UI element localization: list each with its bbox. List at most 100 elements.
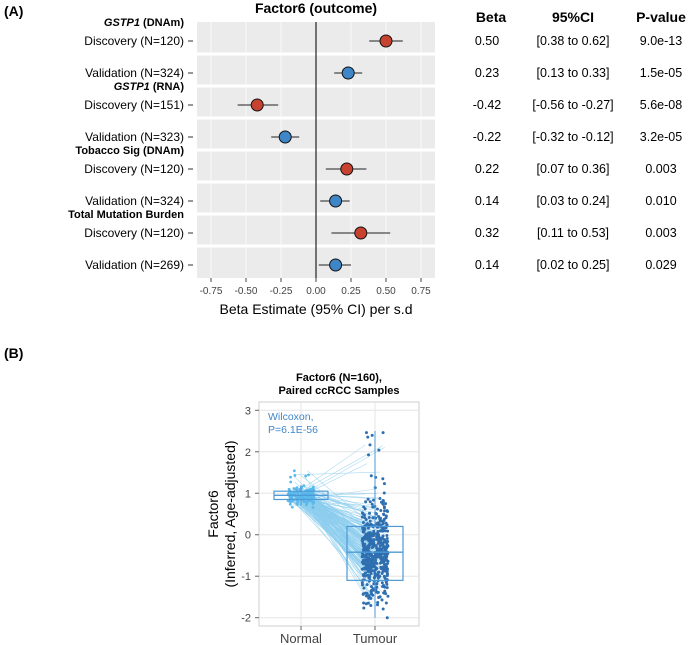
- tumour-point: [380, 598, 384, 602]
- ci-value: [-0.32 to -0.12]: [532, 130, 613, 144]
- beta-point: [341, 66, 355, 80]
- forest-x-tick-label: 0.50: [376, 286, 396, 297]
- tumour-point: [375, 582, 379, 586]
- tumour-point: [378, 497, 382, 501]
- tumour-point: [382, 518, 386, 522]
- panel-a-label: (A): [4, 3, 23, 19]
- tumour-point: [366, 435, 370, 439]
- pair-line: [305, 447, 385, 493]
- tumour-point: [385, 509, 389, 513]
- row-label: Validation (N=324): [85, 194, 184, 208]
- tumour-point: [372, 541, 376, 545]
- forest-x-axis: -0.75 -0.50 -0.25 0.00 0.25 0.50 0.75: [200, 278, 431, 297]
- normal-point: [304, 474, 308, 478]
- boxplot-x-axis: Normal Tumour: [280, 626, 398, 645]
- tumour-point: [376, 576, 380, 580]
- tumour-point: [367, 515, 371, 519]
- forest-x-tick-label: 0.25: [341, 286, 361, 297]
- tumour-point: [378, 523, 382, 527]
- tumour-point: [360, 554, 364, 558]
- normal-point: [293, 491, 297, 495]
- tumour-point: [384, 514, 388, 518]
- normal-point: [312, 488, 316, 491]
- tumour-point: [376, 552, 380, 556]
- tumour-point: [383, 554, 387, 558]
- normal-point: [311, 485, 315, 489]
- tumour-point: [376, 590, 380, 594]
- tumour-point: [372, 554, 376, 558]
- pair-line: [292, 495, 375, 566]
- tumour-point: [360, 515, 364, 519]
- normal-point: [295, 502, 299, 505]
- tumour-point: [368, 500, 372, 504]
- beta-value: 0.23: [475, 66, 499, 80]
- tumour-point: [381, 565, 385, 569]
- row-label: Validation (N=269): [85, 258, 184, 272]
- tumour-point: [369, 572, 373, 576]
- tumour-point: [384, 580, 388, 584]
- forest-x-tick-label: -0.75: [200, 286, 223, 297]
- tumour-point: [372, 498, 376, 502]
- tumour-point: [381, 534, 385, 538]
- tumour-point: [371, 505, 375, 509]
- tumour-point: [373, 571, 377, 575]
- tumour-point: [367, 568, 371, 572]
- tumour-point: [383, 529, 387, 533]
- boxplot-title-line1: Factor6 (N=160),: [296, 372, 382, 384]
- row-label: Validation (N=324): [85, 66, 184, 80]
- beta-value: 0.32: [475, 226, 499, 240]
- boxplot-y-tick-label: 0: [245, 530, 251, 542]
- tumour-point: [372, 538, 376, 542]
- beta-point: [278, 130, 292, 144]
- tumour-point: [367, 596, 371, 600]
- tumour-point: [370, 585, 374, 589]
- tumour-point: [380, 541, 384, 545]
- beta-point: [329, 194, 343, 208]
- group-header-gene: GSTP1: [104, 17, 140, 29]
- tumour-point: [369, 604, 373, 608]
- tumour-point: [368, 511, 372, 515]
- tumour-point: [386, 529, 390, 533]
- group-header: Tobacco Sig (DNAm): [75, 145, 184, 157]
- tumour-point: [362, 606, 366, 610]
- p-value: 0.029: [645, 258, 676, 272]
- p-value: 0.003: [645, 162, 676, 176]
- tumour-point: [386, 594, 390, 598]
- tumour-point: [370, 502, 374, 506]
- tumour-point: [361, 520, 365, 524]
- normal-point: [310, 491, 314, 495]
- tumour-point: [384, 558, 388, 562]
- tumour-point: [364, 500, 368, 504]
- tumour-point: [375, 507, 379, 511]
- tumour-point: [366, 497, 370, 501]
- tumour-point: [376, 603, 380, 607]
- p-value: 9.0e-13: [640, 34, 682, 48]
- normal-point: [289, 475, 292, 479]
- beta-value: 0.50: [475, 34, 499, 48]
- tumour-point: [385, 537, 389, 541]
- beta-point: [329, 258, 343, 272]
- tumour-point: [374, 532, 378, 536]
- tumour-point: [381, 522, 385, 526]
- normal-point: [311, 502, 315, 505]
- boxplot-y-tick-label: -1: [241, 571, 251, 583]
- pair-line: [301, 492, 379, 595]
- tumour-point: [379, 557, 383, 561]
- tumour-point: [375, 546, 379, 550]
- tumour-point: [382, 482, 386, 486]
- tumour-point: [374, 544, 378, 548]
- forest-x-tick-label: -0.25: [270, 286, 293, 297]
- group-header-text: (DNAm): [140, 17, 184, 29]
- forest-x-tick-label: 0.75: [411, 286, 431, 297]
- tumour-point: [382, 562, 386, 566]
- tumour-point: [361, 592, 365, 596]
- tumour-point: [379, 500, 383, 504]
- normal-point: [288, 502, 292, 506]
- tumour-point: [365, 522, 369, 526]
- beta-value: -0.42: [473, 98, 502, 112]
- tumour-point: [384, 502, 388, 506]
- tumour-point: [361, 530, 365, 534]
- tumour-point: [370, 433, 374, 437]
- pair-line: [295, 495, 376, 560]
- p-value: 1.5e-05: [640, 66, 682, 80]
